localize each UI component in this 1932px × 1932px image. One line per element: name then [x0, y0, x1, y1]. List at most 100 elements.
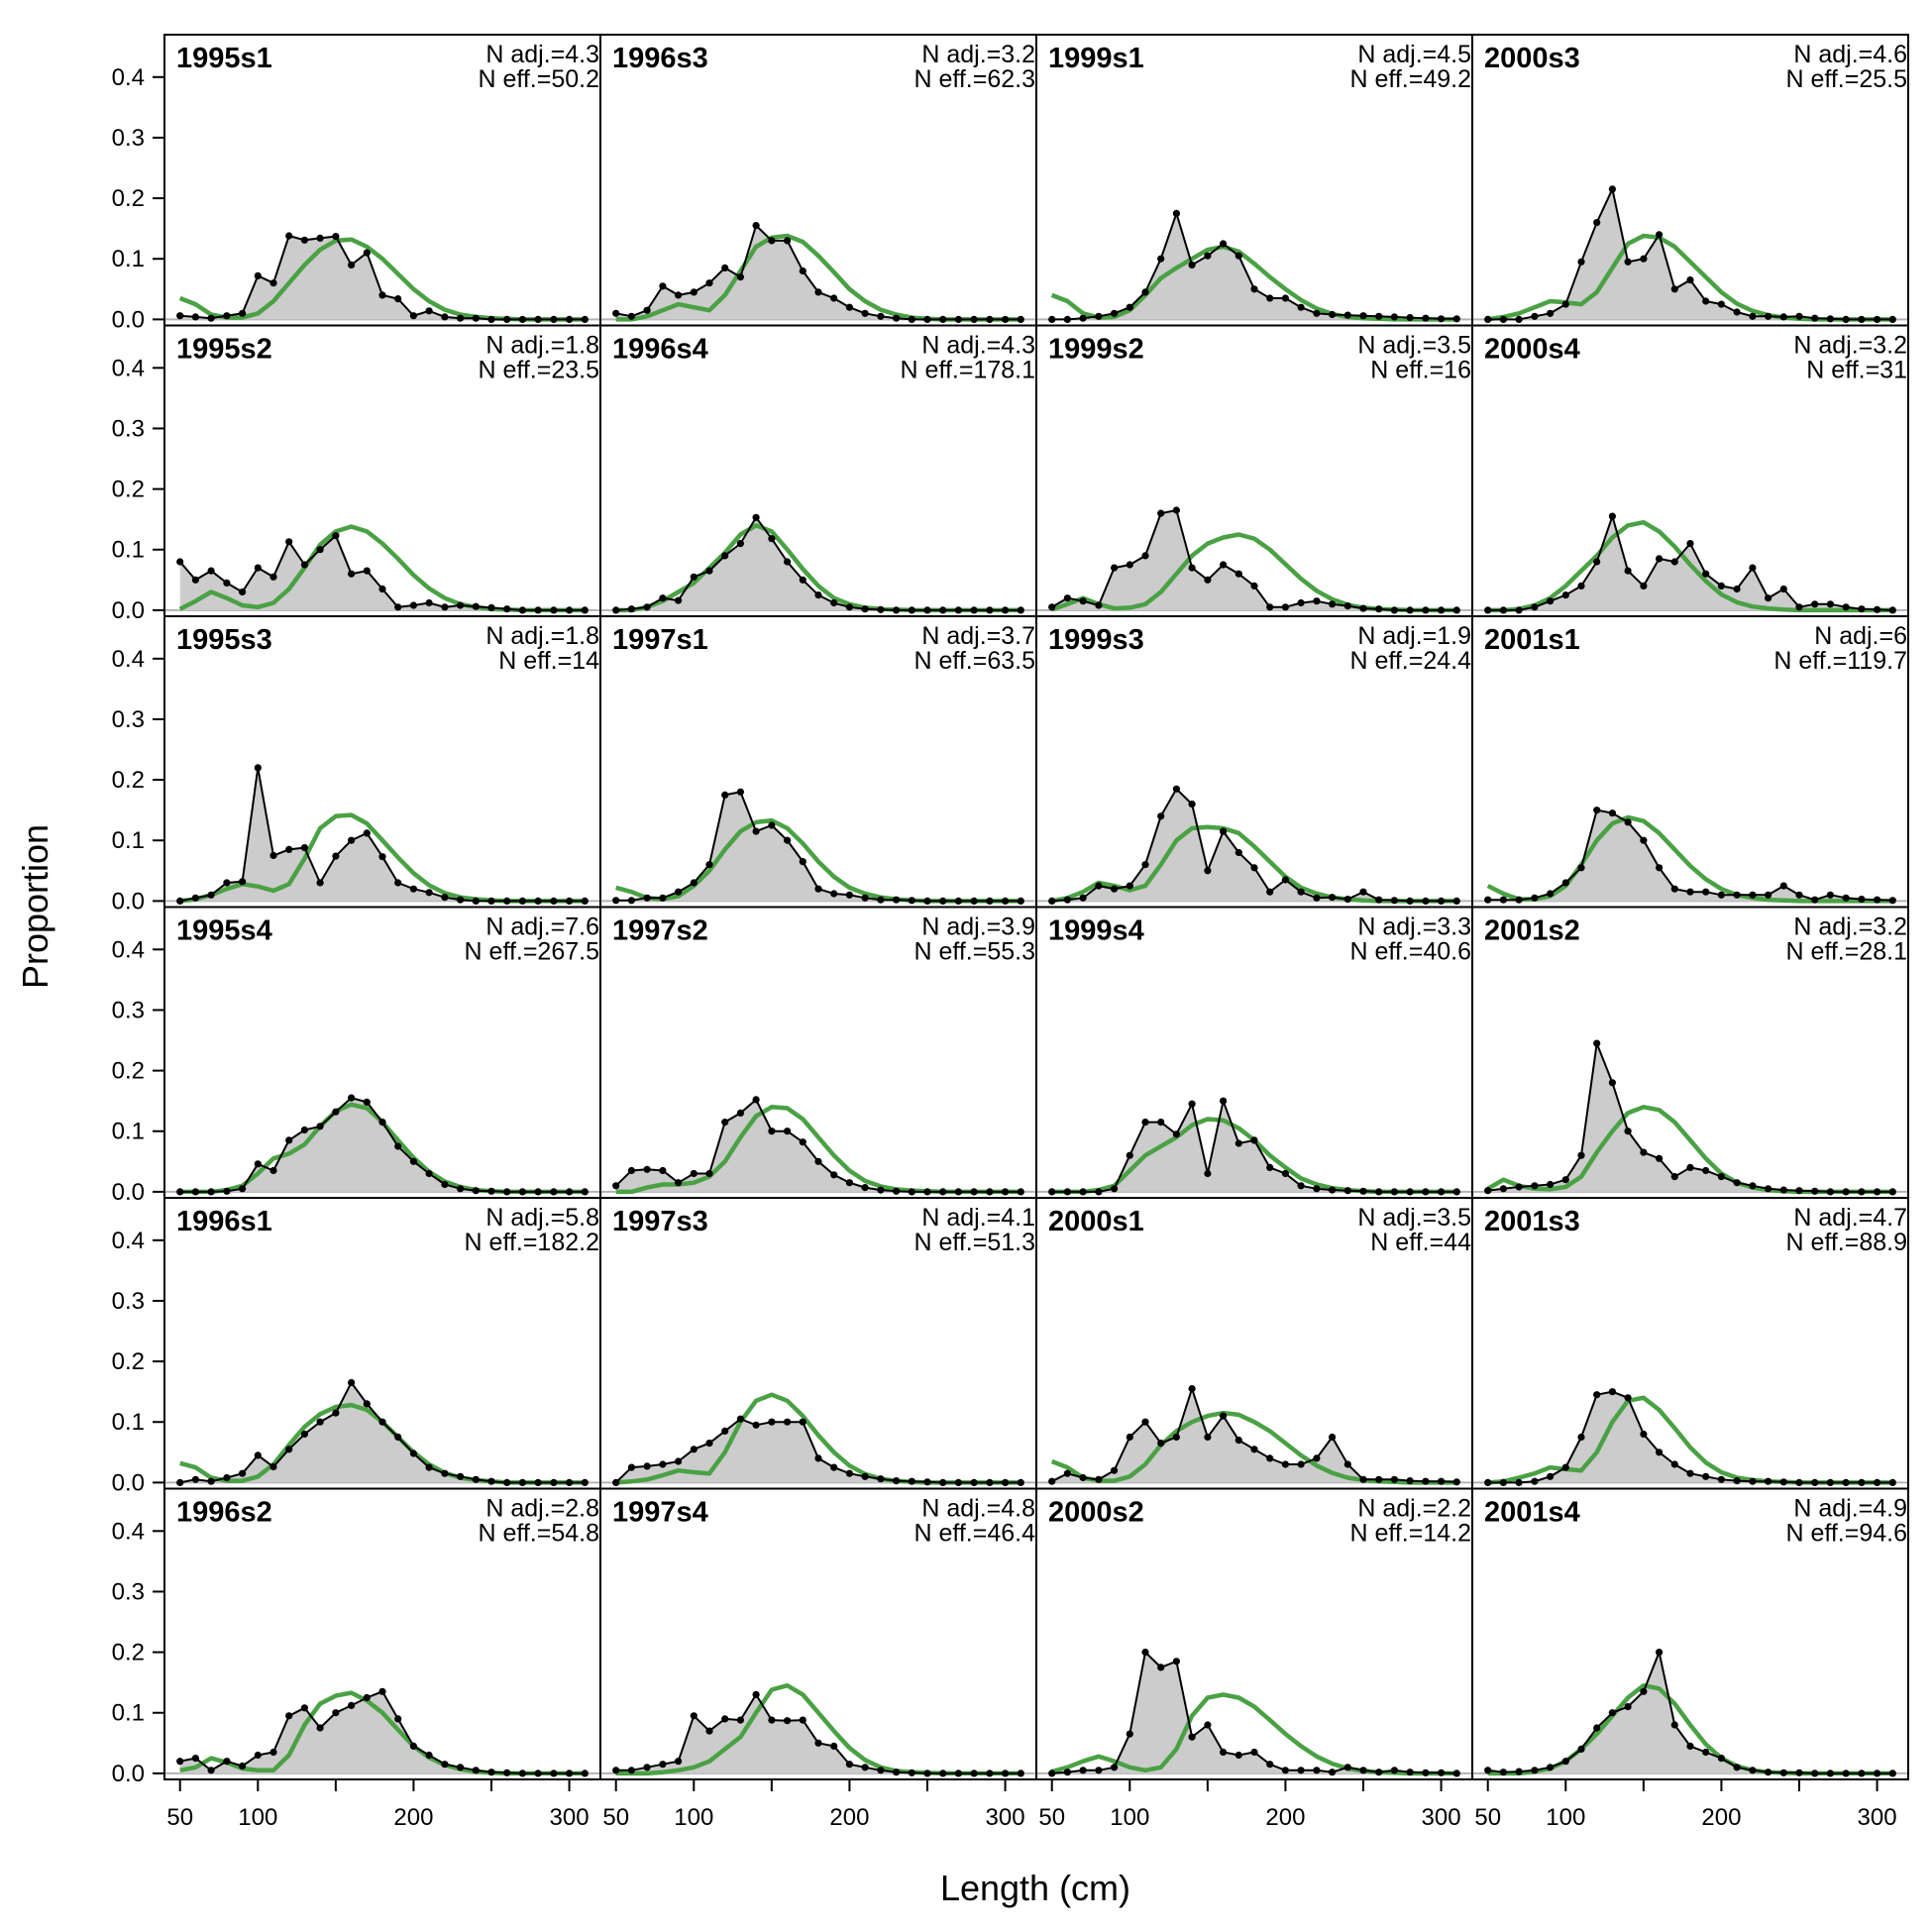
- observed-point: [1452, 606, 1460, 614]
- observed-point: [799, 1418, 806, 1426]
- observed-point: [861, 1184, 869, 1192]
- observed-point: [752, 513, 760, 521]
- observed-point: [1157, 1664, 1165, 1671]
- observed-point: [1063, 1769, 1071, 1776]
- observed-point: [1329, 600, 1337, 608]
- observed-point: [1577, 1433, 1585, 1442]
- x-tick-label: 200: [393, 1804, 433, 1831]
- panel-label: 1999s4: [1048, 915, 1144, 947]
- observed-point: [1779, 1478, 1787, 1486]
- observed-point: [1204, 867, 1212, 875]
- observed-point: [1438, 1188, 1446, 1196]
- observed-point: [1111, 1466, 1119, 1474]
- panel-2000s4: 2000s4 N adj.=3.2N eff.=31: [1471, 324, 1909, 617]
- observed-point: [893, 896, 901, 904]
- observed-point: [1484, 1767, 1492, 1774]
- panel-2001s4: 2001s4 N adj.=4.9N eff.=94.6: [1471, 1487, 1909, 1780]
- observed-point: [814, 1454, 822, 1462]
- observed-point: [223, 312, 231, 320]
- observed-point: [721, 1715, 729, 1723]
- panel-label: 2001s4: [1484, 1497, 1580, 1529]
- observed-point: [1375, 1475, 1383, 1483]
- y-tick-label: 0.0: [112, 1761, 145, 1787]
- observed-point: [348, 1094, 356, 1102]
- observed-point: [1111, 564, 1119, 572]
- observed-point: [332, 1409, 340, 1417]
- observed-point: [1826, 1478, 1834, 1486]
- observed-point: [1063, 594, 1071, 602]
- observed-point: [627, 312, 636, 320]
- observed-point: [1593, 806, 1601, 814]
- observed-point: [799, 1716, 806, 1724]
- observed-point: [986, 606, 994, 614]
- observed-point: [1858, 1770, 1866, 1777]
- panel-label: 1996s4: [612, 334, 708, 366]
- observed-point: [363, 1098, 371, 1106]
- observed-point: [736, 1109, 745, 1117]
- observed-point: [1172, 209, 1180, 217]
- observed-point: [503, 897, 511, 906]
- observed-point: [1390, 1767, 1398, 1774]
- observed-point: [768, 535, 776, 543]
- observed-point: [285, 1136, 293, 1144]
- observed-point: [503, 315, 511, 323]
- observed-point: [970, 1770, 978, 1777]
- n-eff-label: N eff.=178.1: [901, 357, 1035, 384]
- observed-point: [877, 1767, 885, 1774]
- y-tick-label: 0.0: [112, 597, 145, 624]
- observed-point: [1561, 591, 1569, 599]
- observed-point: [1749, 1767, 1757, 1774]
- observed-point: [518, 897, 527, 906]
- y-tick-label: 0.4: [112, 1228, 145, 1254]
- observed-point: [363, 1400, 371, 1408]
- observed-point: [659, 894, 667, 902]
- panel-label: 2000s1: [1048, 1206, 1144, 1237]
- observed-point: [191, 576, 199, 584]
- observed-point: [1858, 605, 1866, 613]
- observed-point: [425, 1751, 433, 1760]
- observed-point: [1765, 1477, 1772, 1485]
- y-tick-label: 0.4: [112, 646, 145, 673]
- observed-point: [1063, 315, 1071, 323]
- observed-point: [1390, 606, 1398, 614]
- observed-point: [861, 309, 869, 317]
- n-eff-label: N eff.=49.2: [1349, 65, 1471, 93]
- observed-point: [736, 1415, 745, 1423]
- observed-point: [566, 1188, 574, 1196]
- observed-point: [1702, 1166, 1710, 1175]
- observed-point: [1126, 882, 1133, 890]
- observed-point: [1717, 891, 1725, 899]
- y-tick-label: 0.4: [112, 64, 145, 91]
- observed-point: [1624, 1703, 1632, 1711]
- observed-point: [1640, 1148, 1648, 1156]
- observed-point: [254, 564, 262, 572]
- observed-point: [191, 313, 199, 321]
- observed-point: [1874, 315, 1881, 323]
- panel-1995s2: 1995s2 N adj.=1.8N eff.=23.5: [163, 324, 601, 617]
- y-tick-label: 0.1: [112, 1700, 145, 1727]
- panel-1997s1: 1997s1 N adj.=3.7N eff.=63.5: [599, 615, 1037, 909]
- observed-point: [1141, 1418, 1149, 1426]
- observed-point: [845, 603, 854, 611]
- observed-point: [239, 878, 247, 886]
- observed-point: [736, 1716, 745, 1724]
- observed-point: [457, 314, 465, 322]
- observed-point: [1624, 567, 1632, 575]
- observed-point: [285, 845, 293, 854]
- observed-point: [1826, 1188, 1834, 1196]
- observed-point: [1452, 1188, 1460, 1196]
- observed-point: [441, 894, 449, 902]
- observed-point: [861, 894, 869, 902]
- observed-point: [721, 1119, 729, 1127]
- n-adj-label: N adj.=3.9: [921, 913, 1035, 941]
- observed-point: [394, 1715, 402, 1723]
- observed-point: [1779, 1769, 1787, 1776]
- panel-label: 1999s1: [1048, 43, 1144, 74]
- n-adj-label: N adj.=3.5: [1357, 1204, 1471, 1232]
- observed-point: [1452, 315, 1460, 323]
- observed-point: [1343, 1460, 1351, 1468]
- y-tick-label: 0.3: [112, 706, 145, 733]
- observed-point: [627, 1166, 636, 1175]
- observed-point: [425, 1169, 433, 1178]
- observed-point: [534, 606, 542, 614]
